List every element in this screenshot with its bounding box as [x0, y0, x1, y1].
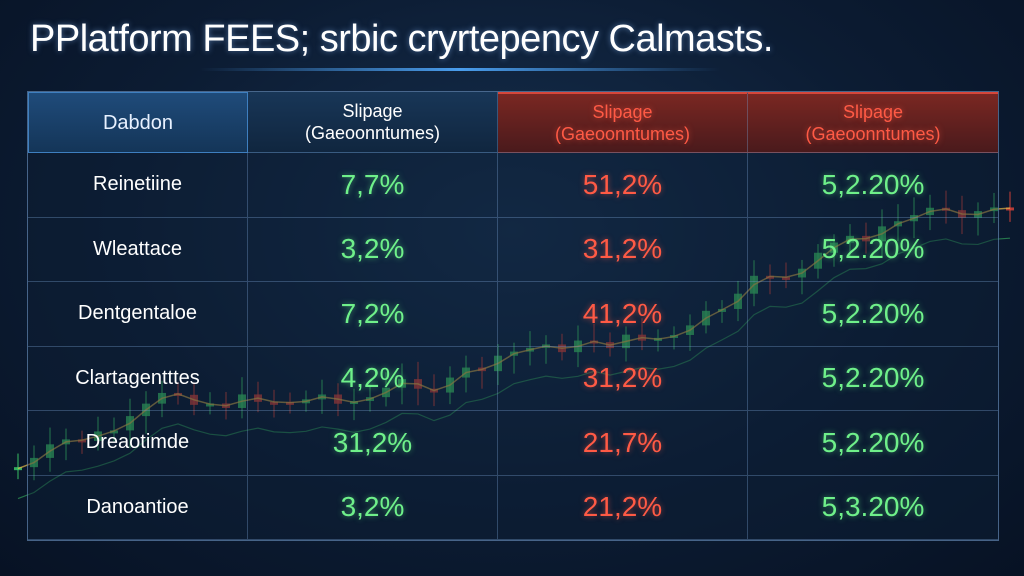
row-label: Clartagentttes — [28, 346, 248, 411]
title-text: Platform FEES; srbic cryrtepency Calmast… — [54, 18, 774, 60]
fees-table: Dabdon Slipage (Gaeoonntumes) Slipage (G… — [27, 91, 999, 541]
trend-line-secondary — [17, 237, 1011, 500]
table-cell-value: 3,2% — [248, 217, 498, 282]
table-cell-value: 7,7% — [248, 153, 498, 218]
table-cell-value: 5,2.20% — [748, 153, 998, 218]
row-label: Wleattace — [28, 217, 248, 282]
table-cell-value: 5,2.20% — [748, 218, 998, 282]
table-cell-value: 5,2.20% — [748, 411, 998, 476]
candle-body — [286, 401, 294, 405]
column-header-2: Slipage (Gaeoonntumes) — [248, 92, 498, 153]
table-cell-value: 21,7% — [498, 411, 748, 476]
row-label: Dentgentaloe — [28, 282, 248, 347]
candle-body — [14, 467, 22, 471]
column-header-3: Slipage (Gaeoonntumes) — [498, 92, 748, 153]
table-cell-value: 3,2% — [248, 475, 498, 540]
table-cell-value: 31,2% — [498, 217, 748, 282]
column-header-1: Dabdon — [28, 92, 248, 153]
table-cell-value: 5,3.20% — [748, 476, 998, 540]
title-icon: P — [30, 18, 55, 60]
column-header-4-subtitle: (Gaeoonntumes) — [805, 124, 941, 144]
table-cell-value: 5,2.20% — [748, 282, 998, 347]
column-header-3-subtitle: (Gaeoonntumes) — [554, 124, 691, 144]
row-label: Danoantioe — [28, 475, 248, 540]
column-header-1-title: Dabdon — [102, 111, 174, 134]
column-header-2-title: Slipage — [342, 101, 403, 121]
table-cell-value: 21,2% — [498, 475, 748, 540]
column-header-4: Slipage (Gaeoonntumes) — [748, 92, 998, 153]
column-header-2-subtitle: (Gaeoonntumes) — [304, 123, 441, 143]
candle-body — [766, 275, 774, 279]
candle-body — [206, 403, 214, 407]
table-cell-value: 5,2.20% — [748, 347, 998, 411]
table-cell-value: 31,2% — [248, 411, 498, 476]
table-cell-value: 31,2% — [498, 346, 748, 411]
title-underline-glow — [200, 68, 720, 71]
table-cell-value: 7,2% — [248, 282, 498, 347]
candle-body — [110, 430, 118, 434]
table-cell-value: 41,2% — [498, 282, 748, 347]
table-cell-value: 51,2% — [498, 153, 748, 218]
candle-body — [782, 276, 790, 280]
column-header-3-title: Slipage — [592, 102, 653, 122]
candle-body — [270, 401, 278, 405]
row-label: Reinetiine — [28, 153, 248, 218]
candle-body — [1006, 207, 1014, 211]
table-cell-value: 4,2% — [248, 346, 498, 411]
row-label: Dreaotimde — [28, 411, 248, 476]
trend-line — [17, 207, 1011, 470]
page-title: PPlatform FEES; srbic cryrtepency Calmas… — [30, 18, 773, 61]
column-header-4-title: Slipage — [842, 102, 904, 122]
